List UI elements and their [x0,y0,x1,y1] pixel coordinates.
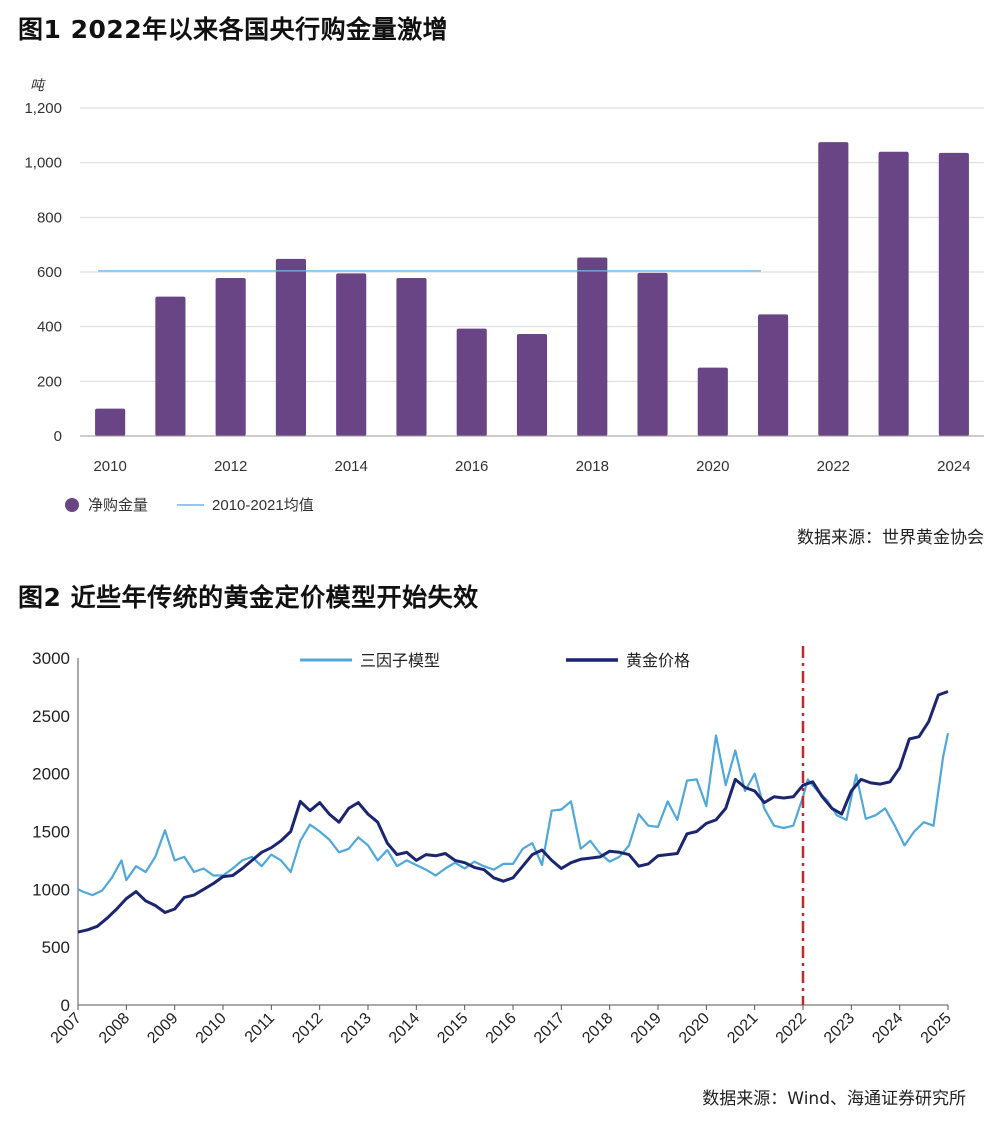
bar [878,151,909,436]
y-tick-label: 2500 [32,707,70,726]
axes [77,658,949,1010]
x-tick-label: 2018 [579,1010,616,1047]
bar [275,258,306,436]
x-tick-label: 2022 [817,458,850,475]
bar [758,314,789,436]
bar [336,273,367,436]
x-tick-label: 2024 [869,1010,906,1047]
x-tick-label: 2020 [676,1010,713,1047]
x-tick-label: 2012 [214,458,247,475]
x-tick-label: 2024 [937,458,970,475]
legend-label: 三因子模型 [360,652,440,670]
y-tick-label: 2000 [32,765,70,784]
line-chart-gold-pricing-model: 0 500 1000 1500 2000 2500 3000 2007 2008 2009 201… [32,646,955,1047]
bar [396,278,427,436]
y-tick-label: 1000 [32,880,70,899]
bar [155,296,186,436]
x-tick-label: 2019 [628,1010,665,1047]
y-tick-label: 1500 [32,823,70,842]
x-tick-label: 2017 [531,1010,568,1047]
legend-marker-net-purchase [65,498,79,512]
x-tick-label: 2010 [93,458,126,475]
x-tick-label: 2016 [483,1010,520,1047]
legend-label: 黄金价格 [626,652,690,670]
x-tick-label: 2023 [821,1010,858,1047]
y-tick-label: 200 [37,373,62,390]
x-tick-label: 2012 [289,1010,326,1047]
bar [938,152,969,436]
bar [215,278,246,436]
bar [697,367,728,436]
bar [516,334,548,436]
y-axis-unit-label: 吨 [30,77,46,93]
x-tick-label: 2025 [918,1010,955,1047]
y-tick-label: 0 [61,996,70,1015]
x-tick-label: 2014 [386,1010,423,1047]
figure-1-title: 图1 2022年以来各国央行购金量激增 [18,15,449,44]
line-series [77,690,950,934]
x-tick-label: 2013 [338,1010,375,1047]
bar [95,408,126,436]
x-axis-tick-labels: 2007 2008 2009 2010 2011 2012 2013 2014 2015 2016… [48,1010,955,1047]
x-tick-label: 2008 [96,1010,133,1047]
x-tick-label: 2015 [434,1010,471,1047]
figure-2-title: 图2 近些年传统的黄金定价模型开始失效 [18,583,479,612]
x-tick-label: 2018 [576,458,609,475]
y-tick-label: 3000 [32,649,70,668]
legend-label-average: 2010-2021均值 [212,497,314,514]
y-tick-label: 600 [37,264,62,281]
bar [637,272,668,436]
x-tick-label: 2022 [773,1010,810,1047]
y-tick-label: 1,200 [24,100,62,117]
bar [818,142,849,436]
y-tick-label: 500 [42,938,70,957]
x-tick-label: 2011 [242,1010,278,1046]
x-tick-label: 2010 [193,1010,230,1047]
legend: 三因子模型 黄金价格 [300,652,690,670]
bar-series [95,142,969,436]
y-tick-label: 400 [37,319,62,336]
line-gold-price [77,690,949,934]
bar [577,257,608,436]
x-tick-label: 2016 [455,458,488,475]
figure-2-source: 数据来源：Wind、海通证券研究所 [702,1089,966,1109]
figure-1-source: 数据来源：世界黄金协会 [797,528,984,548]
legend: 净购金量 2010-2021均值 [65,497,314,514]
x-axis-tick-labels: 2010 2012 2014 2016 2018 2020 2022 2024 [93,458,970,475]
x-tick-label: 2014 [335,458,368,475]
legend-label-net-purchase: 净购金量 [88,497,148,514]
x-tick-label: 2020 [696,458,729,475]
x-tick-label: 2009 [144,1010,181,1047]
y-axis-tick-labels: 0 500 1000 1500 2000 2500 3000 [32,649,70,1015]
line-three-factor-model [77,732,950,897]
x-tick-label: 2021 [724,1010,761,1047]
x-tick-label: 2007 [48,1010,85,1047]
y-tick-label: 0 [54,428,62,445]
y-tick-label: 800 [37,209,62,226]
bar [456,328,487,436]
y-axis-tick-labels: 0 200 400 600 800 1,000 1,200 [24,100,62,445]
y-tick-label: 1,000 [24,155,62,172]
